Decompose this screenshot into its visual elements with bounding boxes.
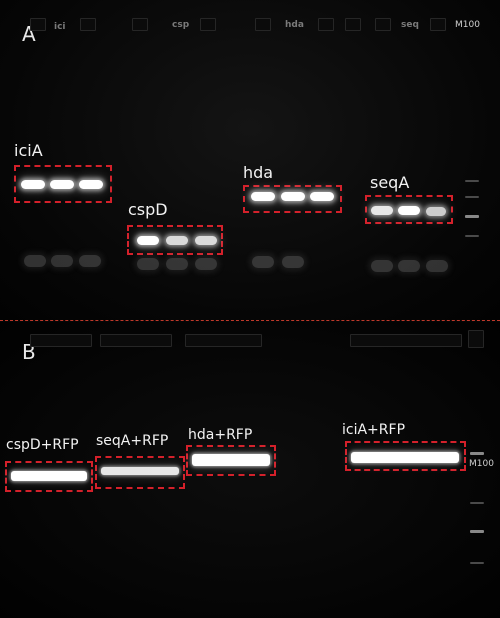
primer-dimer-smear [79, 255, 101, 267]
gene-label-seqa: seqA [370, 173, 410, 192]
dna-band [21, 180, 45, 189]
panel-a: A ici csp hda seq M100 iciA cspD hda [0, 0, 500, 320]
well [255, 18, 271, 31]
dna-band [50, 180, 74, 189]
ladder-band [465, 196, 479, 198]
lane-label: csp [172, 20, 190, 30]
well [200, 18, 216, 31]
dna-band [310, 192, 334, 201]
construct-label-hda-rfp: hda+RFP [188, 427, 253, 443]
highlight-box-cspd-rfp [5, 461, 93, 492]
highlight-box-hda [243, 185, 342, 213]
well [80, 18, 96, 31]
dna-band [101, 467, 179, 475]
primer-dimer-smear [371, 260, 393, 272]
dna-band [351, 452, 459, 463]
well [30, 18, 46, 31]
marker-label-a: M100 [455, 20, 480, 30]
well [350, 334, 462, 347]
panel-divider [0, 320, 500, 321]
primer-dimer-smear [24, 255, 46, 267]
dna-band [166, 236, 188, 245]
dna-band [371, 206, 393, 215]
panel-b: B cspD+RFP seqA+RFP hda+RFP iciA+RFP M10… [0, 322, 500, 618]
ladder-band [465, 235, 479, 237]
dna-band [192, 454, 270, 466]
highlight-box-icia [14, 165, 112, 203]
well [185, 334, 262, 347]
well [375, 18, 391, 31]
dna-band [11, 471, 87, 481]
ladder-band [465, 180, 479, 182]
marker-label-b: M100 [469, 459, 494, 469]
dna-band [426, 207, 446, 216]
construct-label-icia-rfp: iciA+RFP [342, 422, 406, 438]
construct-label-cspd-rfp: cspD+RFP [6, 437, 79, 453]
ladder-band [470, 452, 484, 455]
primer-dimer-smear [137, 258, 159, 270]
primer-dimer-smear [166, 258, 188, 270]
well [430, 18, 446, 31]
dna-band [398, 206, 420, 215]
lane-label: seq [401, 20, 419, 30]
construct-label-seqa-rfp: seqA+RFP [96, 433, 169, 449]
dna-band [251, 192, 275, 201]
gene-label-cspd: cspD [128, 200, 168, 219]
ladder-band [470, 562, 484, 564]
gene-label-icia: iciA [14, 141, 43, 160]
highlight-box-seqa-rfp [95, 456, 185, 489]
primer-dimer-smear [195, 258, 217, 270]
dna-band [79, 180, 103, 189]
highlight-box-hda-rfp [186, 445, 276, 476]
well [318, 18, 334, 31]
gene-label-hda: hda [243, 163, 274, 182]
dna-band [195, 236, 217, 245]
ladder-band [470, 530, 484, 533]
primer-dimer-smear [398, 260, 420, 272]
ladder-band [465, 215, 479, 218]
well [30, 334, 92, 347]
primer-dimer-smear [51, 255, 73, 267]
well [100, 334, 172, 347]
primer-dimer-smear [252, 256, 274, 268]
well [345, 18, 361, 31]
lane-label: ici [54, 22, 66, 32]
dna-band [137, 236, 159, 245]
highlight-box-cspd [127, 225, 223, 255]
highlight-box-seqa [365, 195, 453, 224]
well [468, 330, 484, 348]
highlight-box-icia-rfp [345, 441, 466, 471]
well [132, 18, 148, 31]
primer-dimer-smear [426, 260, 448, 272]
primer-dimer-smear [282, 256, 304, 268]
ladder-band [470, 502, 484, 504]
dna-band [281, 192, 305, 201]
lane-label: hda [285, 20, 304, 30]
